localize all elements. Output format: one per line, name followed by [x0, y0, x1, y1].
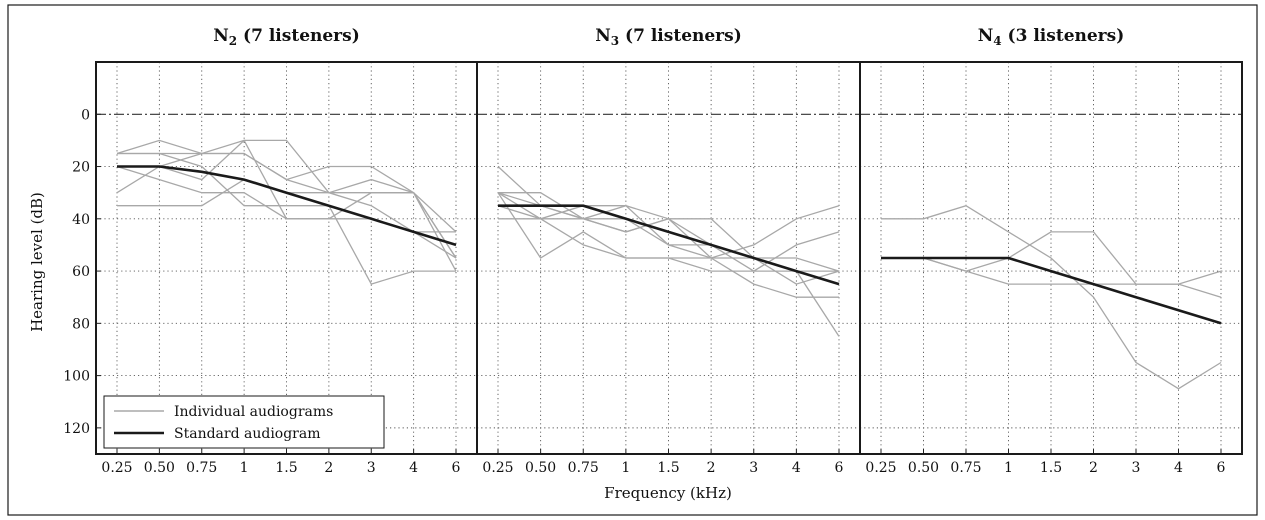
x-tick-label: 0.75 [186, 460, 217, 476]
x-tick-label: 0.50 [908, 460, 939, 476]
standard-audiogram-line [498, 204, 840, 286]
panel-2: 0.25 0.50 0.75 1 1.5 2 3 4 6 N3 (7 listeners) [476, 26, 861, 476]
x-tick-label: 0.25 [482, 460, 513, 476]
x-tick-label: 4 [1174, 460, 1183, 476]
x-tick-label: 1 [1004, 460, 1013, 476]
x-tick-label: 2 [707, 460, 716, 476]
y-tick-label: 80 [72, 316, 90, 332]
x-tick-label: 2 [1089, 460, 1098, 476]
x-tick-label: 3 [367, 460, 376, 476]
x-axis-label: Frequency (kHz) [604, 484, 732, 502]
panel-title: N3 (7 listeners) [595, 26, 742, 48]
y-tick-label: 120 [63, 421, 90, 437]
legend-box [103, 395, 385, 449]
y-tick-label: 20 [72, 160, 90, 176]
panel-3: 0.25 0.50 0.75 1 1.5 2 3 4 6 N4 (3 listeners) [859, 26, 1243, 476]
standard-audiogram-line [117, 165, 457, 247]
legend-label-individual: Individual audiograms [174, 404, 333, 420]
x-tick-label: 6 [452, 460, 461, 476]
panel-frame [859, 61, 1243, 455]
panel-title: N2 (7 listeners) [213, 26, 360, 48]
panel-title: N4 (3 listeners) [978, 26, 1125, 48]
x-tick-label: 0.25 [865, 460, 896, 476]
legend: Individual audiograms Standard audiogram [103, 395, 385, 449]
x-tick-label: 0.50 [525, 460, 556, 476]
x-tick-label: 1.5 [1040, 460, 1062, 476]
x-tick-label: 0.75 [950, 460, 981, 476]
individual-audiogram-line [881, 231, 1222, 298]
individual-audiogram-line [117, 152, 457, 272]
legend-label-standard: Standard audiogram [174, 426, 321, 442]
y-tick-label: 0 [81, 107, 90, 123]
figure-border [7, 4, 1258, 516]
x-tick-label: 3 [1132, 460, 1141, 476]
y-tick-label: 100 [63, 369, 90, 385]
x-tick-label: 4 [409, 460, 418, 476]
individual-audiogram-line [497, 192, 839, 272]
x-tick-label: 0.50 [144, 460, 175, 476]
x-tick-label: 3 [749, 460, 758, 476]
individual-audiogram-line [881, 204, 1222, 390]
individual-audiogram-line [117, 152, 456, 285]
x-tick-label: 1.5 [657, 460, 679, 476]
standard-audiogram-line [881, 256, 1222, 325]
individual-audiogram-line [116, 139, 457, 259]
x-tick-label: 1 [240, 460, 249, 476]
x-tick-label: 4 [792, 460, 801, 476]
y-axis-label: Hearing level (dB) [28, 192, 46, 332]
x-tick-label: 1.5 [275, 460, 297, 476]
x-tick-label: 6 [1217, 460, 1226, 476]
y-tick-label: 60 [72, 264, 90, 280]
x-tick-label: 0.75 [568, 460, 599, 476]
x-tick-label: 0.25 [101, 460, 132, 476]
x-tick-label: 1 [621, 460, 630, 476]
x-tick-label: 2 [324, 460, 333, 476]
x-tick-label: 6 [835, 460, 844, 476]
individual-audiogram-line [498, 218, 840, 272]
y-tick-label: 40 [72, 212, 90, 228]
